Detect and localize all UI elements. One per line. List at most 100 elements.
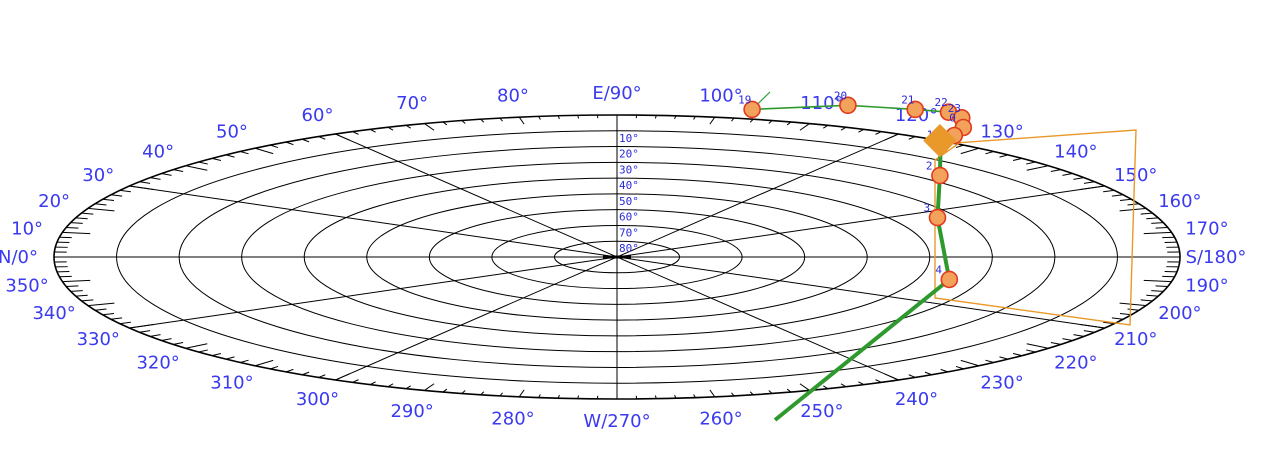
tick-mark <box>301 138 310 143</box>
azimuth-label: 150° <box>1114 165 1157 186</box>
altitude-label: 30° <box>619 163 639 176</box>
tick-mark <box>1026 161 1036 165</box>
tick-mark <box>985 359 994 364</box>
tick-mark <box>173 169 184 172</box>
hour-label: 23 <box>948 102 961 115</box>
hour-label: 4 <box>935 263 942 276</box>
tick-mark <box>749 391 754 396</box>
sun-position-point <box>931 166 949 185</box>
tick-mark <box>369 128 376 133</box>
azimuth-label: E/90° <box>592 83 641 104</box>
azimuth-label: 320° <box>136 352 179 373</box>
tick-mark <box>301 371 310 376</box>
tick-mark <box>960 147 980 155</box>
azimuth-label: 210° <box>1114 329 1157 350</box>
tick-mark <box>1151 222 1164 224</box>
tick-mark <box>129 323 154 329</box>
horizon-selection-box <box>934 129 1137 326</box>
tick-mark <box>87 207 115 212</box>
tick-mark <box>240 150 249 155</box>
tick-mark <box>424 123 435 131</box>
azimuth-label: 170° <box>1185 219 1228 240</box>
tick-mark <box>119 189 131 193</box>
tick-mark <box>66 285 79 288</box>
azimuth-label: 10° <box>11 219 43 240</box>
tick-mark <box>1062 173 1073 176</box>
tick-mark <box>75 294 88 297</box>
tick-mark <box>405 124 412 129</box>
azimuth-label: 190° <box>1185 275 1228 296</box>
tick-mark <box>1103 189 1115 193</box>
tick-mark <box>693 394 696 398</box>
tick-mark <box>884 133 899 141</box>
tick-mark <box>786 388 792 393</box>
tick-mark <box>1012 157 1023 162</box>
tick-mark <box>254 147 274 155</box>
sun-position-point <box>839 96 857 115</box>
tick-mark <box>1119 207 1147 212</box>
azimuth-label: 290° <box>390 401 433 422</box>
azimuth-label: 350° <box>5 275 48 296</box>
tick-mark <box>1080 185 1105 191</box>
tick-mark <box>1083 181 1095 184</box>
tick-mark <box>908 136 916 140</box>
azimuth-label: 330° <box>77 329 120 350</box>
tick-mark <box>709 116 716 125</box>
tick-mark <box>66 226 79 229</box>
azimuth-label: 300° <box>296 389 339 410</box>
tick-mark <box>654 115 657 119</box>
azimuth-label: 260° <box>699 409 742 430</box>
tick-mark <box>270 144 279 149</box>
azimuth-label: 340° <box>32 303 75 324</box>
tick-mark <box>1143 231 1172 235</box>
altitude-label: 20° <box>619 148 639 161</box>
azimuth-label: 230° <box>980 373 1023 394</box>
tick-mark <box>1083 330 1095 333</box>
tick-mark <box>940 368 949 373</box>
tick-mark <box>387 383 394 388</box>
tick-mark <box>858 128 865 133</box>
tick-mark <box>557 394 560 399</box>
azimuth-label: 200° <box>1158 303 1201 324</box>
tick-mark <box>1026 343 1049 349</box>
azimuth-label: 310° <box>210 373 253 394</box>
azimuth-label: 140° <box>1054 142 1097 163</box>
tick-mark <box>81 212 94 215</box>
tick-mark <box>693 116 696 120</box>
azimuth-label: 60° <box>302 105 334 126</box>
tick-mark <box>75 217 88 220</box>
tick-mark <box>875 131 882 135</box>
azimuth-label: N/0° <box>0 247 38 268</box>
tick-mark <box>254 359 274 367</box>
tick-mark <box>768 390 773 394</box>
tick-mark <box>70 222 83 224</box>
tick-mark <box>654 395 657 399</box>
tick-mark <box>1050 342 1061 345</box>
tick-mark <box>822 385 829 390</box>
tick-mark <box>461 390 466 394</box>
tick-mark <box>87 302 115 307</box>
tick-mark <box>499 392 503 397</box>
tick-mark <box>1073 334 1084 337</box>
tick-mark <box>577 115 580 119</box>
tick-mark <box>1151 290 1164 292</box>
tick-mark <box>1146 217 1159 220</box>
sun-path-day <box>773 133 956 422</box>
tick-mark <box>1012 352 1023 357</box>
tick-mark <box>674 115 677 120</box>
tick-mark <box>731 392 735 397</box>
tick-mark <box>1140 212 1153 215</box>
hour-label: 21 <box>901 93 914 106</box>
tick-mark <box>1155 285 1168 288</box>
tick-mark <box>1146 294 1159 297</box>
altitude-label: 10° <box>619 132 639 145</box>
tick-mark <box>1155 226 1168 229</box>
tick-mark <box>999 356 1009 360</box>
sun-position-point <box>928 208 947 227</box>
tick-mark <box>285 368 294 373</box>
hour-label: 20 <box>834 89 847 102</box>
tick-mark <box>749 118 754 123</box>
hour-label: 3 <box>923 202 930 215</box>
tick-mark <box>538 394 541 398</box>
tick-mark <box>858 381 865 386</box>
